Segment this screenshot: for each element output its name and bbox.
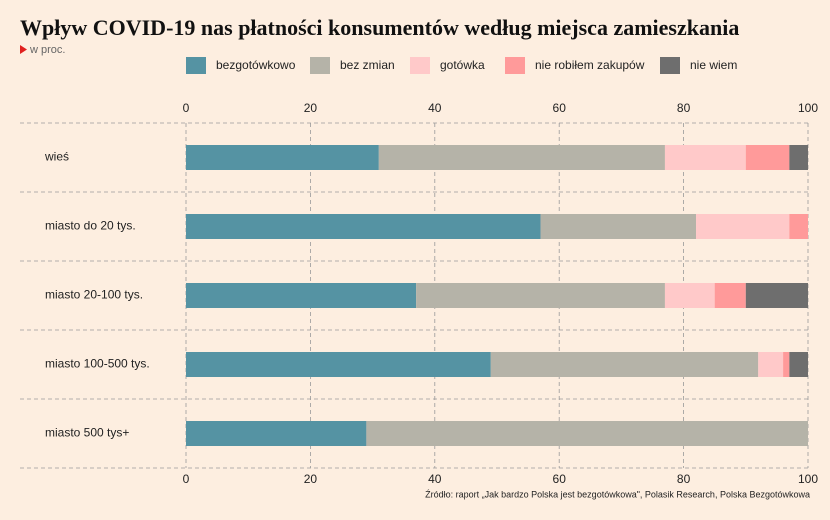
legend-label: bez zmian [340,58,395,72]
bar-segment [789,145,808,170]
bar-segment [378,145,665,170]
x-tick-label: 40 [428,101,442,115]
chart-subtitle: w proc. [29,44,65,56]
bar-segment [416,283,665,308]
x-tick-label: 100 [798,472,818,486]
bar-segment [186,145,379,170]
x-tick-label: 100 [798,101,818,115]
bar-segment [366,421,808,446]
bar-segment [714,283,746,308]
bar-segment [186,283,417,308]
legend-swatch [505,57,525,74]
category-label: miasto 500 tys+ [45,426,129,440]
x-tick-label: 80 [677,472,691,486]
legend-swatch [310,57,330,74]
category-label: miasto do 20 tys. [45,219,136,233]
x-tick-label: 20 [304,101,318,115]
category-label: wieś [44,150,69,164]
bar-segment [783,352,790,377]
bar-segment [696,214,790,239]
x-tick-label: 60 [553,101,567,115]
legend-swatch [410,57,430,74]
bar-segment [540,214,697,239]
legend-label: nie robiłem zakupów [535,58,645,72]
x-tick-label: 80 [677,101,691,115]
subtitle-marker [20,45,27,54]
bar-segment [186,352,491,377]
category-label: miasto 20-100 tys. [45,288,143,302]
bar-segment [664,145,746,170]
bar-segment [186,421,367,446]
bar-segment [789,352,808,377]
chart-title: Wpływ COVID-19 nas płatności konsumentów… [20,15,739,40]
source: Źródło: raport „Jak bardzo Polska jest b… [425,489,810,499]
legend-label: gotówka [440,58,485,72]
legend-swatch [186,57,206,74]
legend-swatch [660,57,680,74]
bar-segment [789,214,808,239]
bar-segment [186,214,541,239]
legend-label: nie wiem [690,58,737,72]
legend-label: bezgotówkowo [216,58,296,72]
bar-segment [758,352,784,377]
x-tick-label: 40 [428,472,442,486]
x-tick-label: 0 [183,101,190,115]
category-label: miasto 100-500 tys. [45,357,150,371]
x-tick-label: 60 [553,472,567,486]
bar-segment [664,283,715,308]
x-tick-label: 0 [183,472,190,486]
x-tick-label: 20 [304,472,318,486]
bar-segment [490,352,759,377]
bar-segment [745,283,808,308]
bar-segment [745,145,790,170]
